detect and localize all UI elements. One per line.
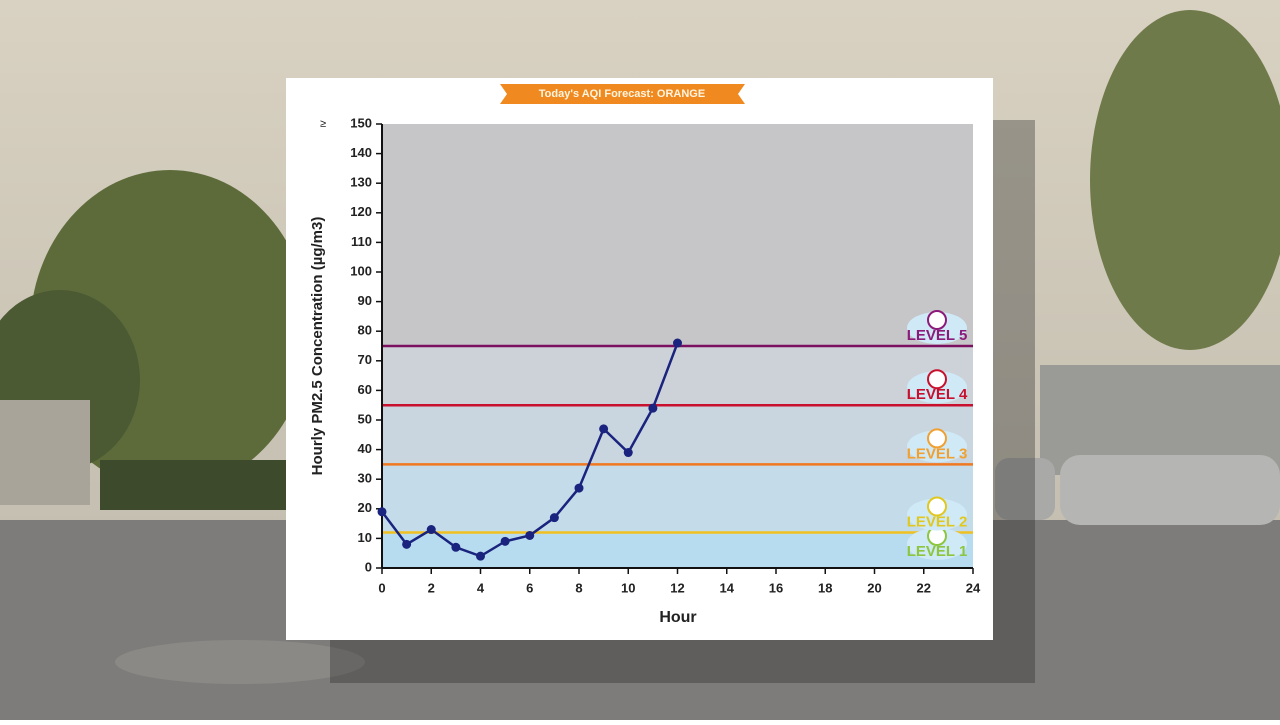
x-tick-label: 14 <box>720 580 735 595</box>
data-point <box>451 542 461 552</box>
house <box>0 400 90 505</box>
level-band <box>382 124 973 346</box>
data-point <box>377 507 387 517</box>
x-tick-label: 10 <box>621 580 635 595</box>
palm-tree <box>1090 10 1280 350</box>
x-tick-label: 4 <box>477 580 485 595</box>
y-tick-label: 0 <box>365 559 372 574</box>
car <box>995 458 1055 520</box>
y-axis-label: Hourly PM2.5 Concentration (µg/m3) <box>309 217 326 476</box>
level-label: LEVEL 4 <box>907 386 968 403</box>
x-tick-label: 0 <box>378 580 385 595</box>
y-tick-label: 140 <box>350 145 372 160</box>
x-tick-label: 8 <box>575 580 582 595</box>
data-point <box>426 525 436 535</box>
y-tick-label: 30 <box>358 471 372 486</box>
hedge <box>100 460 290 510</box>
x-axis-label: Hour <box>659 609 696 626</box>
y-tick-label: 110 <box>351 234 372 249</box>
y-tick-label: 10 <box>358 530 372 545</box>
level-band <box>382 532 973 568</box>
x-tick-label: 18 <box>818 580 832 595</box>
y-tick-label: 40 <box>358 441 372 456</box>
data-point <box>648 403 658 413</box>
level-label: LEVEL 5 <box>907 327 968 344</box>
x-tick-label: 16 <box>769 580 783 595</box>
level-clock <box>927 496 947 517</box>
y-tick-label: 100 <box>350 263 372 278</box>
data-point <box>525 530 535 540</box>
level-clock <box>927 369 947 390</box>
level-clock <box>927 428 947 449</box>
data-point <box>623 448 633 458</box>
data-point <box>549 513 559 523</box>
data-point <box>673 338 682 348</box>
data-point <box>500 536 510 546</box>
banner-text: Today's AQI Forecast: ORANGE <box>539 88 705 100</box>
level-band <box>382 405 973 465</box>
data-point <box>574 483 584 493</box>
x-tick-label: 2 <box>428 580 435 595</box>
y-tick-label: 20 <box>358 500 372 515</box>
data-point <box>402 539 412 549</box>
y-tick-label: 130 <box>350 175 372 190</box>
car <box>1060 455 1280 525</box>
y-tick-label: 120 <box>350 204 372 219</box>
level-band <box>382 346 973 406</box>
y-top-prefix: ≥ <box>320 118 326 130</box>
y-tick-label: 150 <box>350 115 372 130</box>
x-tick-label: 6 <box>526 580 533 595</box>
x-tick-label: 20 <box>867 580 881 595</box>
manhole <box>115 640 365 684</box>
y-tick-label: 70 <box>358 352 372 367</box>
banner <box>500 84 745 104</box>
x-tick-label: 22 <box>917 580 931 595</box>
y-tick-label: 60 <box>358 382 372 397</box>
level-label: LEVEL 3 <box>907 445 968 462</box>
y-tick-label: 50 <box>358 411 372 426</box>
data-point <box>476 551 485 561</box>
x-tick-label: 24 <box>966 580 981 595</box>
data-point <box>599 424 609 434</box>
level-band <box>382 464 973 533</box>
y-tick-label: 90 <box>358 293 372 308</box>
level-label: LEVEL 2 <box>907 513 968 530</box>
y-tick-label: 80 <box>358 323 372 338</box>
x-tick-label: 12 <box>670 580 684 595</box>
level-label: LEVEL 1 <box>907 543 968 560</box>
level-clock <box>927 310 947 330</box>
